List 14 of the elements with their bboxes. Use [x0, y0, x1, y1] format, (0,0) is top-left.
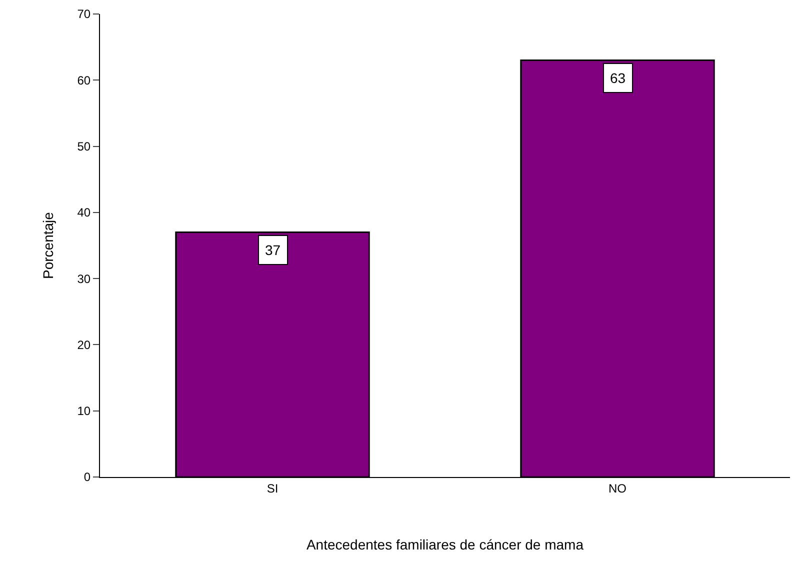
y-tick-label: 20 [77, 338, 91, 352]
y-tick-label: 40 [77, 206, 91, 220]
y-tick-label: 70 [77, 7, 91, 22]
y-tick-label: 30 [77, 272, 91, 286]
x-axis-title: Antecedentes familiares de cáncer de mama [306, 536, 584, 553]
y-tick-label: 60 [77, 73, 91, 88]
data-label: 37 [265, 242, 281, 258]
x-tick-label: SI [266, 481, 278, 496]
y-tick-label: 0 [84, 470, 91, 484]
y-tick-label: 50 [77, 139, 91, 154]
y-axis-title: Porcentaje [40, 212, 56, 279]
data-label: 63 [610, 70, 626, 86]
y-tick-label: 10 [77, 404, 91, 418]
x-tick-label: NO [608, 481, 626, 496]
